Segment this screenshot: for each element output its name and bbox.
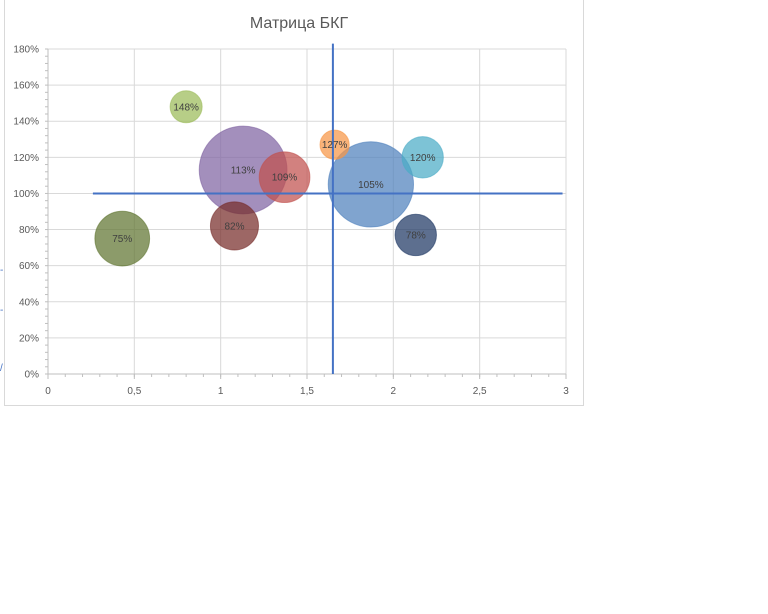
bubble — [209, 201, 260, 251]
bubble-labels: 148% 127% 120% 113% 109% 105% 82% 78% 75% — [112, 102, 435, 245]
bubble-label: 113% — [231, 165, 256, 176]
bubble — [94, 210, 151, 267]
bubble — [319, 129, 350, 160]
y-tick-label: 20% — [19, 333, 39, 344]
divider-lines — [92, 43, 563, 374]
bubble — [258, 151, 311, 204]
y-tick-labels: 0% 20% 40% 60% 80% 100% 120% 140% 160% 180% — [13, 45, 39, 381]
bubble-label: 82% — [224, 221, 244, 232]
bubble-label: 105% — [358, 180, 384, 191]
x-tick-labels: 0 0,5 1 1,5 2 2,5 3 — [45, 386, 569, 397]
y-tick-label: 80% — [19, 225, 39, 236]
x-tick-label: 0,5 — [127, 386, 141, 397]
bubble — [394, 213, 437, 257]
bubble-label: 109% — [272, 173, 298, 184]
bubble-label: 148% — [173, 102, 199, 113]
y-tick-label: 140% — [13, 117, 39, 128]
bubble — [169, 90, 203, 124]
x-tick-label: 3 — [563, 386, 569, 397]
bubble — [327, 141, 415, 228]
y-tick-label: 60% — [19, 261, 39, 272]
edge-artifact: / — [0, 363, 3, 374]
x-tick-label: 2 — [391, 386, 397, 397]
y-tick-label: 120% — [13, 153, 39, 164]
chart-title: Матрица БКГ — [250, 15, 349, 32]
x-tick-label: 1,5 — [300, 386, 314, 397]
bubble-label: 127% — [322, 140, 348, 151]
y-tick-label: 0% — [25, 370, 40, 381]
edge-artifact: - — [0, 265, 4, 276]
y-tick-label: 40% — [19, 297, 39, 308]
y-tick-label: 100% — [13, 189, 39, 200]
x-tick-label: 0 — [45, 386, 51, 397]
axes — [45, 48, 567, 379]
bubble-label: 75% — [112, 234, 132, 245]
bubble-label: 78% — [406, 230, 426, 241]
edge-artifact: - — [0, 305, 4, 316]
y-tick-label: 180% — [13, 45, 39, 56]
bubble-series — [94, 90, 444, 267]
y-tick-label: 160% — [13, 81, 39, 92]
x-tick-label: 2,5 — [473, 386, 487, 397]
x-tick-label: 1 — [218, 386, 224, 397]
bubble — [401, 136, 444, 179]
bubble-label: 120% — [410, 153, 436, 164]
gridlines — [48, 48, 567, 374]
